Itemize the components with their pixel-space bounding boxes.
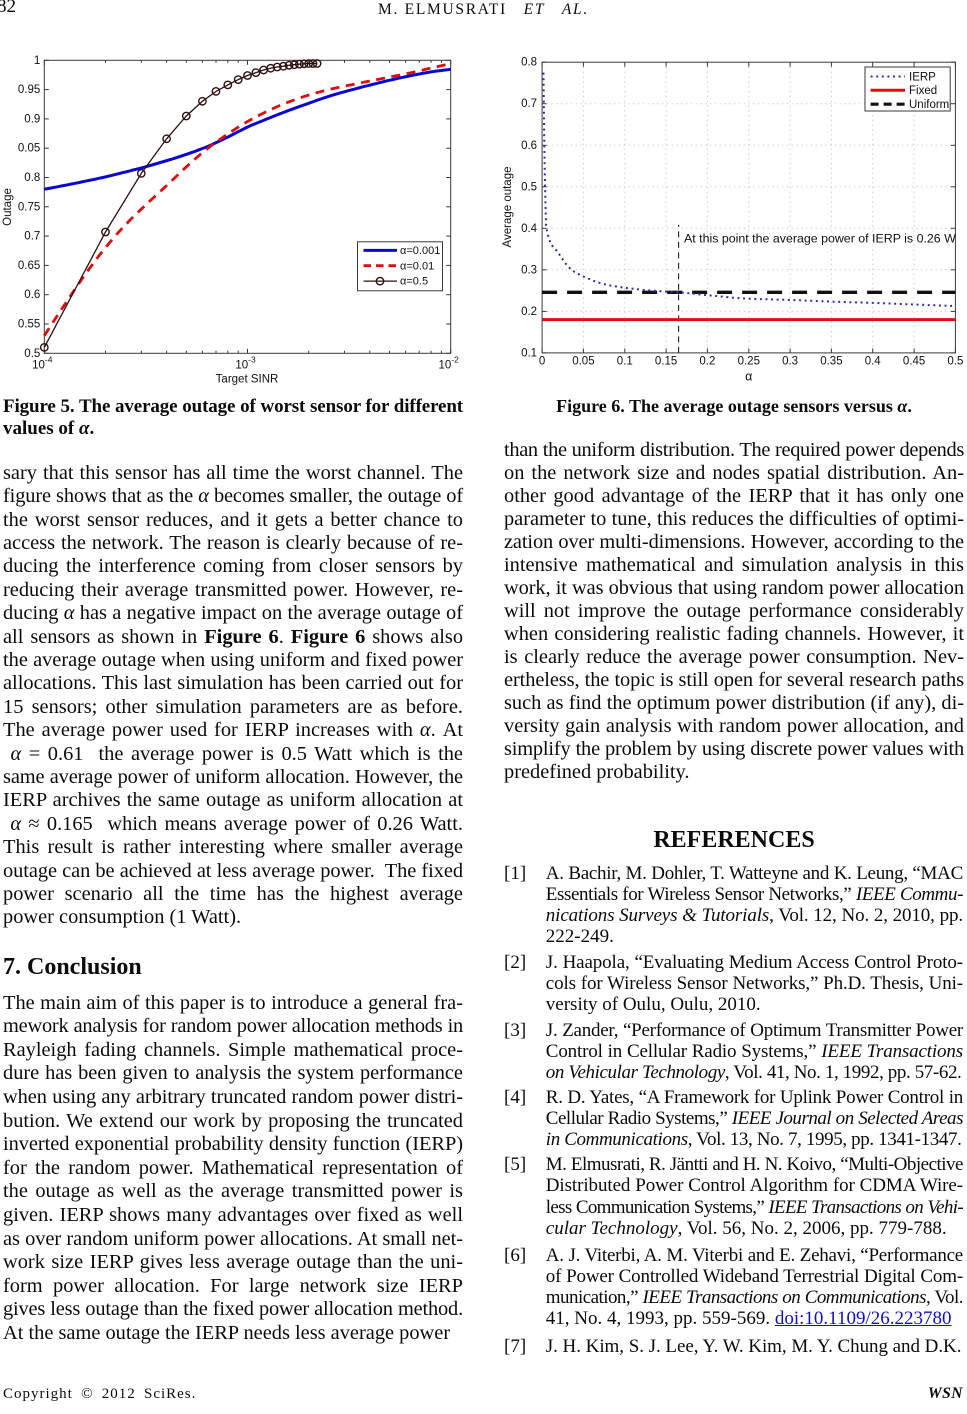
svg-text:0.5: 0.5 bbox=[947, 356, 963, 368]
svg-text:0.8: 0.8 bbox=[24, 172, 40, 184]
svg-text:0.6: 0.6 bbox=[521, 140, 537, 152]
svg-text:0.1: 0.1 bbox=[521, 347, 537, 359]
svg-text:0.4: 0.4 bbox=[521, 223, 538, 235]
svg-text:0.05: 0.05 bbox=[572, 356, 594, 368]
svg-text:IERP: IERP bbox=[909, 71, 936, 83]
svg-text:0.35: 0.35 bbox=[820, 356, 842, 368]
svg-text:Target SINR: Target SINR bbox=[216, 374, 279, 386]
svg-text:0.5: 0.5 bbox=[521, 181, 537, 193]
svg-text:0.15: 0.15 bbox=[655, 356, 677, 368]
svg-text:0.25: 0.25 bbox=[738, 356, 760, 368]
svg-text:α: α bbox=[745, 370, 752, 384]
svg-text:0.2: 0.2 bbox=[699, 356, 715, 368]
svg-text:0.65: 0.65 bbox=[18, 260, 40, 272]
svg-text:Average outage: Average outage bbox=[502, 167, 514, 248]
svg-text:α=0.001: α=0.001 bbox=[400, 245, 440, 257]
svg-text:At this point the average powe: At this point the average power of IERP … bbox=[684, 232, 956, 246]
svg-text:Fixed: Fixed bbox=[909, 85, 937, 97]
svg-text:10-2: 10-2 bbox=[439, 355, 460, 372]
svg-text:0.2: 0.2 bbox=[521, 306, 537, 318]
svg-text:0.5: 0.5 bbox=[24, 348, 40, 360]
svg-text:0: 0 bbox=[539, 356, 545, 368]
svg-text:0.7: 0.7 bbox=[24, 231, 40, 243]
svg-text:0.9: 0.9 bbox=[24, 113, 40, 125]
svg-text:0.95: 0.95 bbox=[18, 84, 40, 96]
svg-text:1: 1 bbox=[34, 55, 40, 67]
svg-text:0.55: 0.55 bbox=[18, 319, 40, 331]
svg-text:Outage: Outage bbox=[2, 188, 14, 226]
svg-text:0.8: 0.8 bbox=[521, 57, 537, 69]
svg-text:10-3: 10-3 bbox=[235, 355, 256, 372]
svg-text:0.75: 0.75 bbox=[18, 201, 40, 213]
svg-text:0.3: 0.3 bbox=[782, 356, 798, 368]
svg-text:0.1: 0.1 bbox=[617, 356, 633, 368]
svg-text:0.4: 0.4 bbox=[865, 356, 882, 368]
svg-text:Uniform: Uniform bbox=[909, 99, 949, 111]
svg-text:0.45: 0.45 bbox=[903, 356, 925, 368]
svg-text:α=0.01: α=0.01 bbox=[400, 260, 434, 272]
svg-text:0.6: 0.6 bbox=[24, 289, 40, 301]
svg-text:0.05: 0.05 bbox=[18, 143, 40, 155]
svg-text:0.3: 0.3 bbox=[521, 264, 537, 276]
svg-text:0.7: 0.7 bbox=[521, 98, 537, 110]
svg-text:α=0.5: α=0.5 bbox=[400, 276, 428, 288]
